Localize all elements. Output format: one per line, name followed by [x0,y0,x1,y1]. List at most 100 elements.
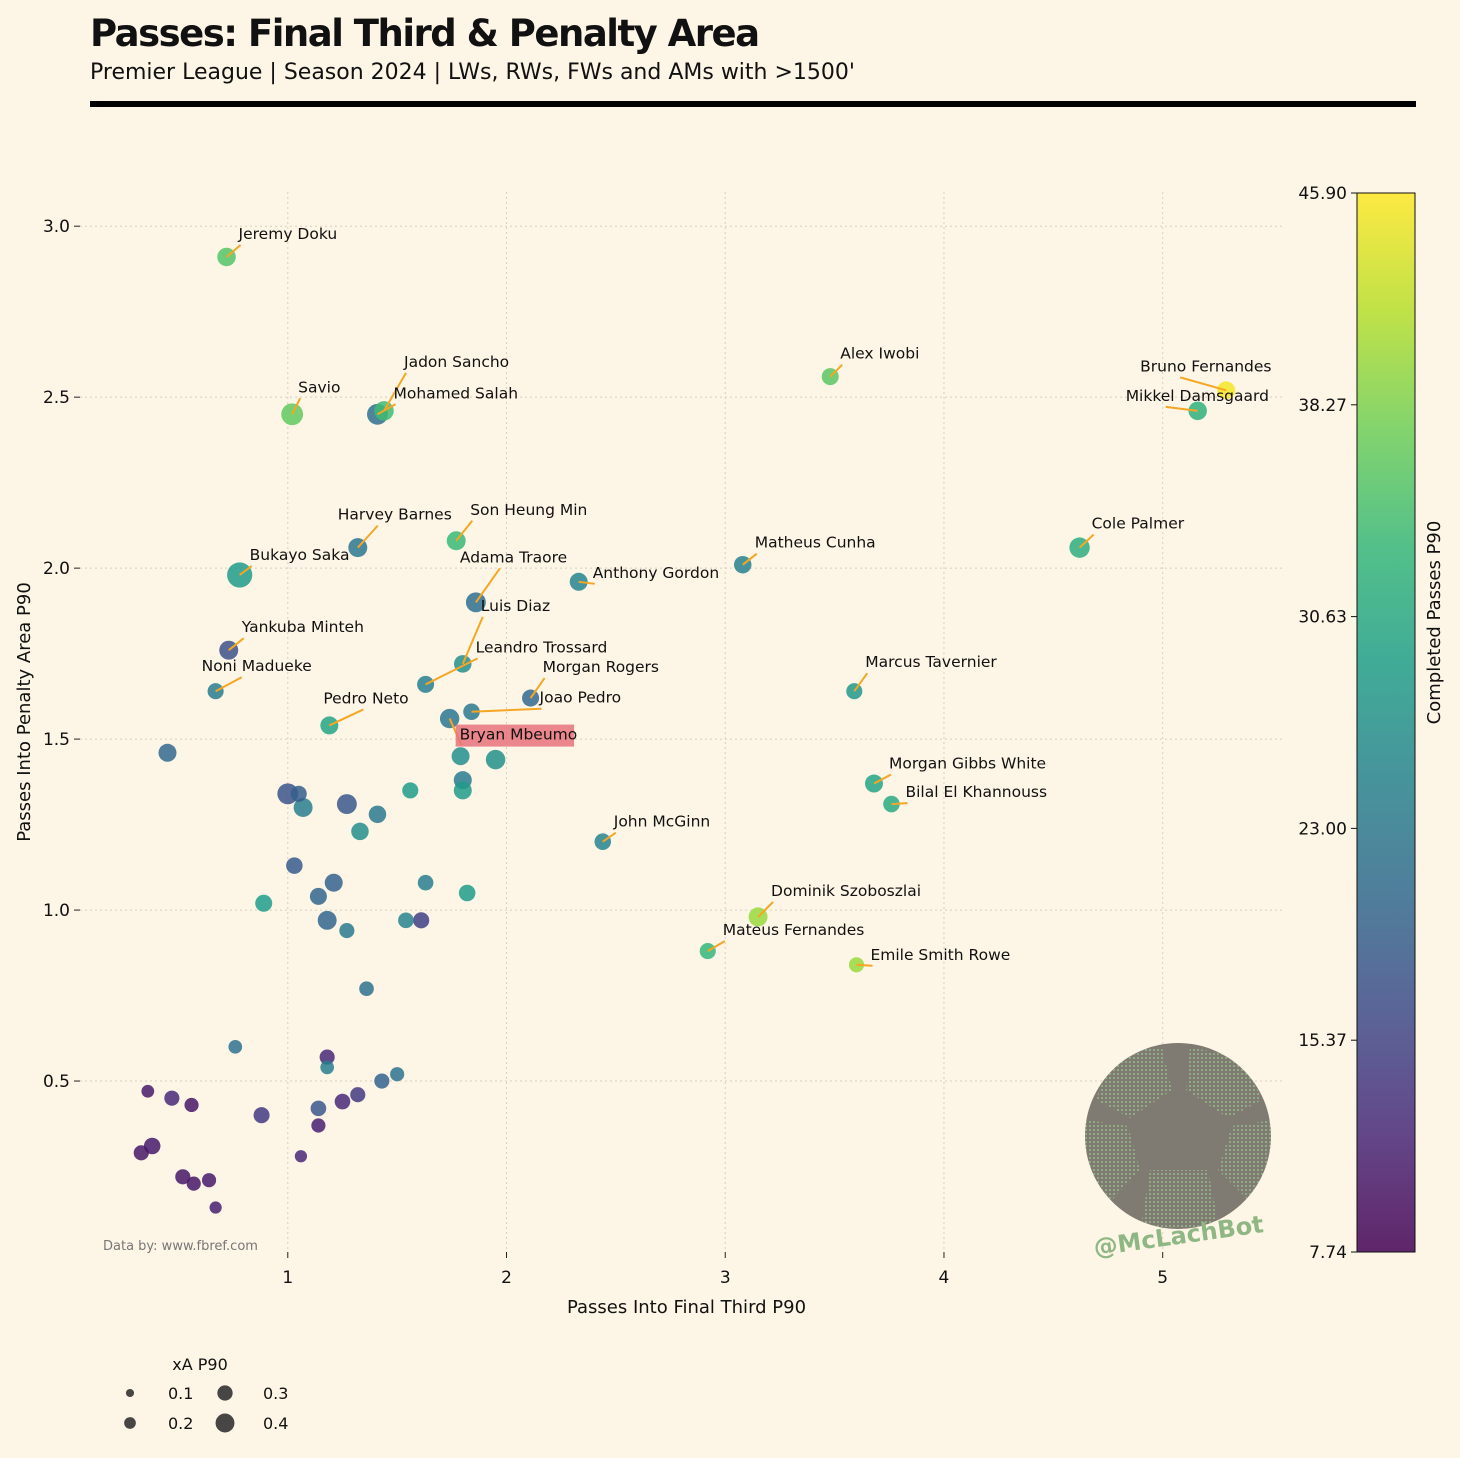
scatter-point [294,1150,308,1163]
scatter-point [290,785,307,802]
scatter-point [186,1176,201,1191]
label-connector [455,520,473,542]
player-label: Noni Madueke [202,657,312,675]
logo-panel [1140,1170,1220,1229]
player-label: Emile Smith Rowe [870,946,1010,964]
x-tick-label: 4 [939,1268,950,1288]
colorbar-tick-label: 45.90 [1298,184,1347,204]
label-connector [357,524,379,549]
scatter-point [293,798,313,817]
label-connector [376,403,396,416]
scatter-point [339,923,355,939]
scatter-point [350,1087,366,1103]
label-connector [461,616,484,665]
y-tick-label: 3.0 [43,217,70,237]
scatter-point [133,1145,149,1161]
label-connector [602,831,617,843]
scatter-point [451,747,470,766]
player-label: Bryan Mbeumo [460,726,578,744]
scatter-point [883,795,900,813]
scatter-point [374,1073,390,1089]
size-legend: xA P90 0.1 0.2 0.3 0.4 [124,1355,288,1433]
label-connector [475,567,501,603]
scatter-point [309,887,327,905]
player-label: Dominik Szoboszlai [771,882,921,900]
label-connector [1179,376,1227,392]
scatter-point [310,1100,327,1117]
x-tick-label: 5 [1157,1268,1168,1288]
player-label: Bilal El Khannouss [905,783,1047,801]
player-label: Anthony Gordon [593,564,719,582]
label-connector [239,565,253,576]
label-connector [471,707,542,713]
scatter-point [209,1201,222,1214]
colorbar-tick-label: 30.63 [1298,608,1347,628]
label-connector [228,637,245,651]
player-label: Mateus Fernandes [723,921,865,939]
scatter-point [227,562,253,588]
player-label: Marcus Tavernier [865,653,997,671]
scatter-point [453,781,472,800]
chart-subtitle: Premier League | Season 2024 | LWs, RWs,… [90,60,855,85]
scatter-point [317,910,337,930]
scatter-point [485,749,506,770]
player-label: Bukayo Saka [250,546,350,564]
label-connector [707,940,726,952]
y-tick-label: 0.5 [43,1072,70,1092]
player-label: Matheus Cunha [755,534,876,552]
y-axis-label: Passes Into Penalty Area P90 [14,582,35,842]
player-label: Morgan Gibbs White [889,755,1046,773]
size-legend-title: xA P90 [172,1355,228,1374]
label-connector [853,672,869,692]
scatter-point [417,874,434,891]
watermark: @McLachBot [1085,1043,1271,1262]
size-legend-marker [125,1388,135,1398]
label-connector [291,397,302,415]
scatter-point [141,1084,155,1098]
y-tick-label: 1.0 [43,901,70,921]
player-label: Son Heung Min [470,501,587,519]
player-label: John McGinn [613,813,711,831]
label-connector [856,963,873,967]
label-connector [529,677,546,699]
scatter-point [454,655,472,673]
player-label: Morgan Rogers [543,658,659,676]
player-label: Jadon Sancho [403,353,509,371]
scatter-point [359,981,374,997]
scatter-point [368,805,387,824]
player-label: Jeremy Doku [238,225,338,243]
scatter-point [458,884,476,902]
highlight-box [455,724,575,747]
player-label: Luis Diaz [481,597,550,615]
axes: 1 2 3 4 5 0.5 1.0 1.5 2.0 2.5 3.0 Passes Into Final… [14,217,1168,1318]
size-legend-label: 0.4 [263,1414,288,1433]
colorbar: 7.74 15.37 23.00 30.63 38.27 45.90 Completed P… [1298,184,1445,1263]
player-label: Bruno Fernandes [1140,357,1271,375]
scatter-point [390,1067,405,1082]
label-connector [873,773,892,785]
scatter-point [311,1118,326,1133]
colorbar-tick-label: 23.00 [1298,819,1347,839]
player-label: Savio [298,378,340,396]
scatter-point [351,822,369,841]
label-connector [891,802,908,806]
label-connector [425,657,479,686]
scatter-point [334,1093,351,1110]
scatter-point [201,1173,217,1188]
scatter-point [398,912,414,929]
player-label: Cole Palmer [1092,515,1185,533]
y-tick-label: 2.0 [43,559,70,579]
scatter-point [319,1049,335,1065]
scatter-point [320,1060,335,1075]
size-legend-marker [215,1413,235,1433]
size-legend-label: 0.2 [168,1414,193,1433]
scatter-point [158,743,177,762]
x-tick-label: 3 [720,1268,731,1288]
colorbar-tick-label: 7.74 [1309,1243,1347,1263]
player-label: Mohamed Salah [393,384,518,402]
x-tick-label: 2 [501,1268,512,1288]
label-connector [578,580,595,585]
scatter-point [255,894,273,912]
size-legend-label: 0.3 [263,1384,288,1403]
